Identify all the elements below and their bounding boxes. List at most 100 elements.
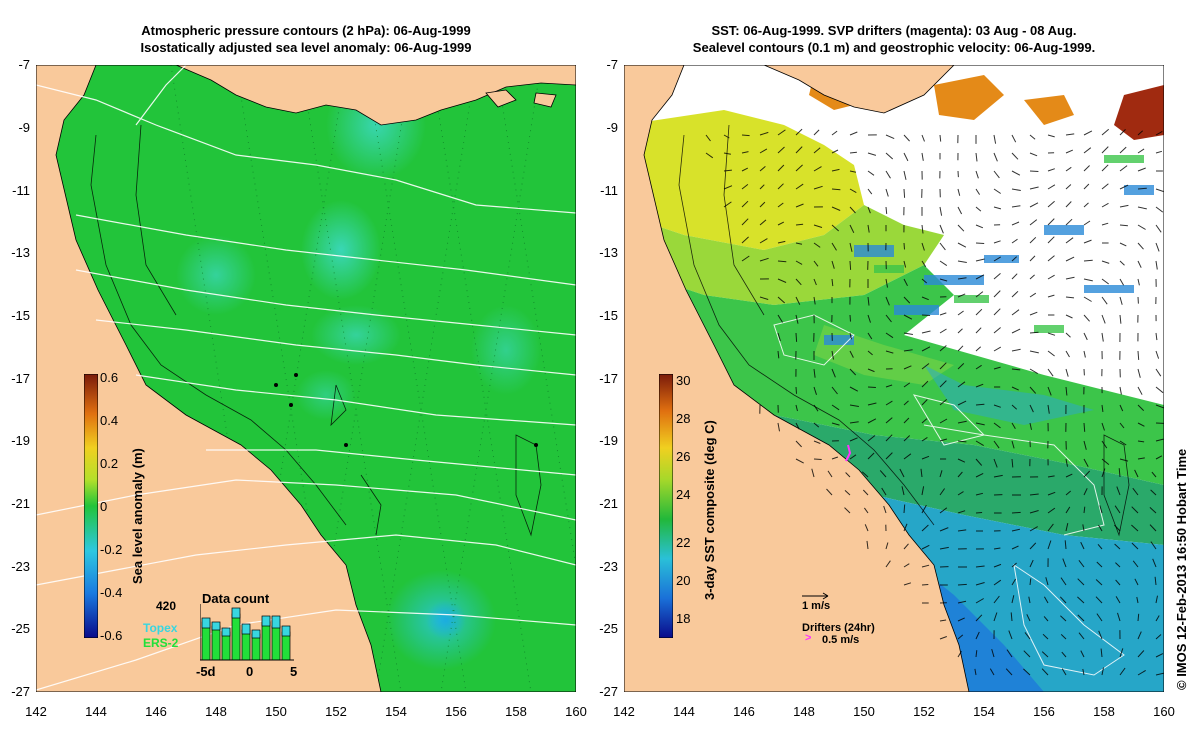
velocity-arrow xyxy=(741,167,749,172)
velocity-arrow xyxy=(813,368,816,378)
velocity-arrow xyxy=(939,399,948,406)
velocity-arrow xyxy=(705,152,714,159)
velocity-arrow xyxy=(844,507,851,514)
velocity-arrow xyxy=(957,206,963,215)
velocity-arrow xyxy=(883,505,887,514)
velocity-arrow xyxy=(1029,422,1032,430)
velocity-arrow xyxy=(957,242,967,248)
velocity-arrow xyxy=(777,146,785,154)
velocity-arrow xyxy=(975,364,982,370)
velocity-arrow xyxy=(885,296,890,306)
velocity-arrow xyxy=(1155,224,1162,233)
velocity-arrow xyxy=(975,582,985,586)
velocity-arrow xyxy=(1083,440,1087,450)
velocity-arrow xyxy=(1011,290,1019,298)
velocity-arrow xyxy=(831,386,838,395)
lat-tick: -19 xyxy=(11,433,30,448)
velocity-arrow xyxy=(777,164,785,172)
velocity-arrow xyxy=(831,278,834,287)
velocity-arrow xyxy=(777,183,784,190)
velocity-arrow xyxy=(1065,386,1068,396)
velocity-arrow xyxy=(1047,350,1055,357)
velocity-arrow xyxy=(1059,596,1067,604)
sla-cbar-tick: 0.6 xyxy=(100,370,119,385)
velocity-arrow xyxy=(759,257,769,262)
velocity-arrow xyxy=(991,648,995,658)
velocity-arrow xyxy=(1011,562,1017,568)
velocity-arrow xyxy=(975,458,983,466)
velocity-arrow xyxy=(813,440,821,444)
velocity-arrow xyxy=(1029,236,1037,244)
velocity-arrow xyxy=(1114,505,1121,514)
data-count-bars xyxy=(201,607,291,661)
velocity-arrow xyxy=(723,201,732,208)
velocity-arrow xyxy=(1029,578,1032,586)
velocity-arrow xyxy=(1101,146,1109,154)
velocity-arrow xyxy=(867,188,873,195)
velocity-arrow xyxy=(1083,296,1092,302)
velocity-arrow xyxy=(795,422,800,430)
velocity-arrow xyxy=(1029,350,1039,354)
velocity-arrow xyxy=(1119,146,1127,154)
velocity-arrow xyxy=(867,224,870,233)
velocity-arrow xyxy=(1101,183,1109,190)
velocity-arrow xyxy=(903,504,906,514)
velocity-arrow xyxy=(795,128,803,136)
velocity-arrow xyxy=(1155,672,1164,676)
velocity-arrow xyxy=(993,547,1001,550)
velocity-arrow xyxy=(831,130,838,136)
velocity-arrow xyxy=(975,650,978,658)
lat-tick: -7 xyxy=(18,57,30,72)
velocity-arrow xyxy=(957,600,967,604)
velocity-arrow xyxy=(993,134,997,144)
velocity-arrow xyxy=(1077,614,1085,622)
velocity-arrow xyxy=(1083,332,1088,341)
lon-tick: 152 xyxy=(913,704,935,719)
velocity-arrow xyxy=(957,188,961,196)
velocity-arrow xyxy=(957,381,966,388)
velocity-arrow xyxy=(1065,276,1075,280)
velocity-arrow xyxy=(1041,651,1049,658)
sst-cbar-tick: 24 xyxy=(676,487,691,502)
velocity-arrow xyxy=(975,291,984,298)
sla-cbar-tick: -0.2 xyxy=(100,542,123,557)
velocity-arrow xyxy=(1011,273,1018,280)
velocity-arrow xyxy=(921,486,925,496)
velocity-arrow xyxy=(831,168,840,172)
velocity-arrow xyxy=(975,308,983,316)
sla-colorbar-label: Sea level anomaly (m) xyxy=(130,448,145,584)
velocity-arrow xyxy=(849,332,852,340)
velocity-arrow xyxy=(1080,650,1085,658)
velocity-arrow xyxy=(1011,328,1021,334)
velocity-arrow xyxy=(1137,631,1142,640)
png-land xyxy=(175,65,576,126)
velocity-arrow xyxy=(1011,256,1018,262)
sst-colorbar xyxy=(659,374,673,638)
lon-tick: 158 xyxy=(505,704,527,719)
sla-colorbar xyxy=(84,374,98,638)
velocity-arrow xyxy=(759,201,766,208)
velocity-arrow xyxy=(903,435,911,442)
velocity-arrow xyxy=(849,350,854,358)
lon-tick: 158 xyxy=(1093,704,1115,719)
velocity-arrow xyxy=(975,631,980,640)
velocity-arrow xyxy=(1155,615,1160,622)
velocity-arrow xyxy=(1047,218,1055,226)
lat-tick: -13 xyxy=(11,245,30,260)
velocity-arrow xyxy=(1029,152,1038,157)
velocity-arrow xyxy=(1155,368,1162,377)
velocity-arrow xyxy=(1151,471,1157,478)
lat-tick: -21 xyxy=(11,496,30,511)
velocity-arrow xyxy=(1083,278,1093,282)
velocity-arrow xyxy=(939,278,948,282)
velocity-arrow xyxy=(885,152,894,160)
lon-tick: 142 xyxy=(25,704,47,719)
velocity-arrow xyxy=(993,404,1001,408)
velocity-arrow xyxy=(1137,242,1144,250)
velocity-arrow xyxy=(921,436,928,442)
velocity-arrow xyxy=(921,380,929,388)
velocity-arrow xyxy=(1137,650,1145,658)
velocity-arrow xyxy=(975,152,978,162)
velocity-arrow xyxy=(903,365,912,370)
velocity-arrow xyxy=(957,224,965,232)
